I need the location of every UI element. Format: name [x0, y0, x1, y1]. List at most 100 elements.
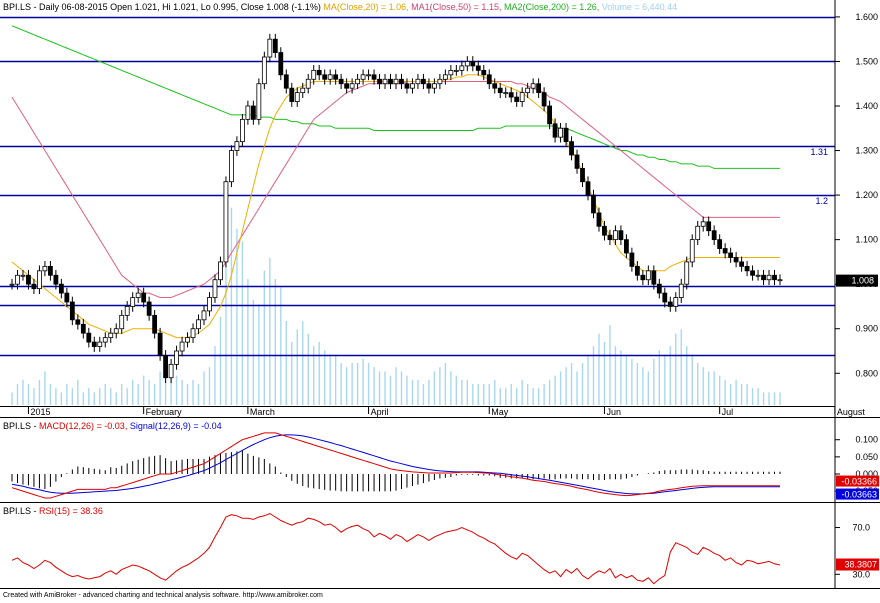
candle-up: [179, 341, 185, 352]
candle-down: [640, 274, 646, 281]
candle-down: [552, 123, 558, 138]
candle-up: [37, 270, 42, 290]
rsi-panel: 70.0 30.038.3807 BPI.LS - RSI(15) = 38.36: [0, 503, 879, 588]
info-open: Open 1.021,: [110, 2, 160, 12]
candle-up: [256, 83, 262, 120]
candle-up: [673, 297, 679, 307]
candle-up: [645, 270, 651, 281]
candle-down: [563, 127, 569, 143]
info-close: Close 1.008 (-1.1%): [241, 2, 321, 12]
candle-up: [464, 61, 470, 67]
horizontal-lines: 1.31 1.2: [0, 16, 835, 357]
candle-up: [135, 292, 141, 298]
candle-down: [333, 74, 339, 80]
info-hi: Hi 1.021,: [162, 2, 198, 12]
price-plot-area: [0, 0, 835, 406]
candle-down: [250, 105, 256, 120]
candle-down: [744, 265, 750, 272]
candle-up: [695, 225, 701, 241]
rsi-title: BPI.LS - RSI(15) = 38.36: [3, 506, 103, 516]
candle-down: [289, 87, 295, 102]
candle-up: [300, 87, 306, 94]
signal-last-badge: [836, 488, 879, 500]
candle-up: [267, 38, 273, 58]
candle-down: [69, 301, 75, 321]
candle-up: [185, 337, 190, 343]
price-tick-label: 1.500: [855, 56, 878, 66]
candle-down: [322, 74, 328, 80]
candle-up: [393, 78, 399, 85]
candle-down: [421, 78, 426, 85]
candle-up: [519, 92, 525, 102]
candle-up: [525, 87, 531, 94]
candle-down: [651, 270, 657, 285]
candle-up: [700, 221, 706, 227]
candle-up: [766, 274, 772, 281]
candle-down: [316, 69, 322, 76]
candle-up: [130, 297, 136, 307]
macd-last-label: -0.03366: [841, 477, 877, 487]
candle-up: [453, 69, 459, 72]
candle-down: [492, 83, 498, 89]
candle-down: [602, 225, 607, 236]
candle-down: [31, 283, 37, 290]
candle-up: [207, 297, 212, 312]
candle-up: [530, 83, 536, 89]
candle-up: [212, 279, 218, 298]
candle-up: [229, 150, 234, 183]
candle-down: [772, 274, 777, 281]
candle-down: [733, 257, 739, 263]
candle-down: [711, 230, 717, 241]
candle-down: [283, 74, 289, 89]
candle-up: [108, 332, 114, 339]
candle-up: [448, 69, 454, 76]
candle-down: [141, 292, 147, 303]
macd-symbol: BPI.LS -: [3, 421, 37, 431]
candle-up: [305, 78, 311, 89]
macd-last-badge: [836, 475, 879, 487]
candle-up: [196, 319, 201, 330]
candle-down: [728, 252, 734, 258]
candle-up: [174, 350, 179, 365]
x-tick-label: August: [837, 407, 866, 417]
candle-down: [470, 61, 476, 67]
candle-up: [223, 181, 229, 263]
candle-up: [431, 83, 437, 89]
price-tick-label: 0.900: [855, 324, 878, 334]
candle-down: [146, 301, 152, 316]
candle-up: [168, 363, 174, 379]
candle-up: [261, 56, 267, 85]
candle-down: [344, 83, 350, 89]
candle-down: [761, 274, 766, 281]
candle-down: [399, 78, 404, 85]
price-tick-label: 1.400: [855, 101, 878, 111]
candle-down: [574, 154, 580, 169]
rsi-plot-area: [0, 503, 835, 588]
candle-down: [80, 323, 86, 334]
candle-up: [327, 74, 333, 80]
price-tick-label: 1.300: [855, 146, 878, 156]
candle-up: [613, 230, 618, 241]
candle-down: [64, 292, 70, 303]
candle-up: [684, 261, 690, 285]
candle-down: [338, 78, 344, 85]
candle-up: [360, 74, 366, 80]
macd-tick-label: 0.050: [855, 452, 878, 462]
rsi-polyline: [11, 512, 781, 585]
candle-up: [355, 78, 361, 85]
candle-up: [382, 78, 388, 85]
candle-up: [678, 283, 684, 298]
candle-down: [388, 78, 393, 85]
candle-down: [750, 270, 755, 276]
candle-down: [591, 194, 596, 214]
candle-down: [541, 92, 547, 107]
candle-up: [558, 127, 563, 138]
candle-down: [272, 38, 278, 53]
info-lo: Lo 0.995,: [201, 2, 239, 12]
candle-up: [415, 78, 421, 85]
candle-up: [366, 74, 371, 77]
hline-label: 1.31: [810, 147, 828, 157]
info-ma200: MA2(Close,200) = 1.26,: [504, 2, 599, 12]
